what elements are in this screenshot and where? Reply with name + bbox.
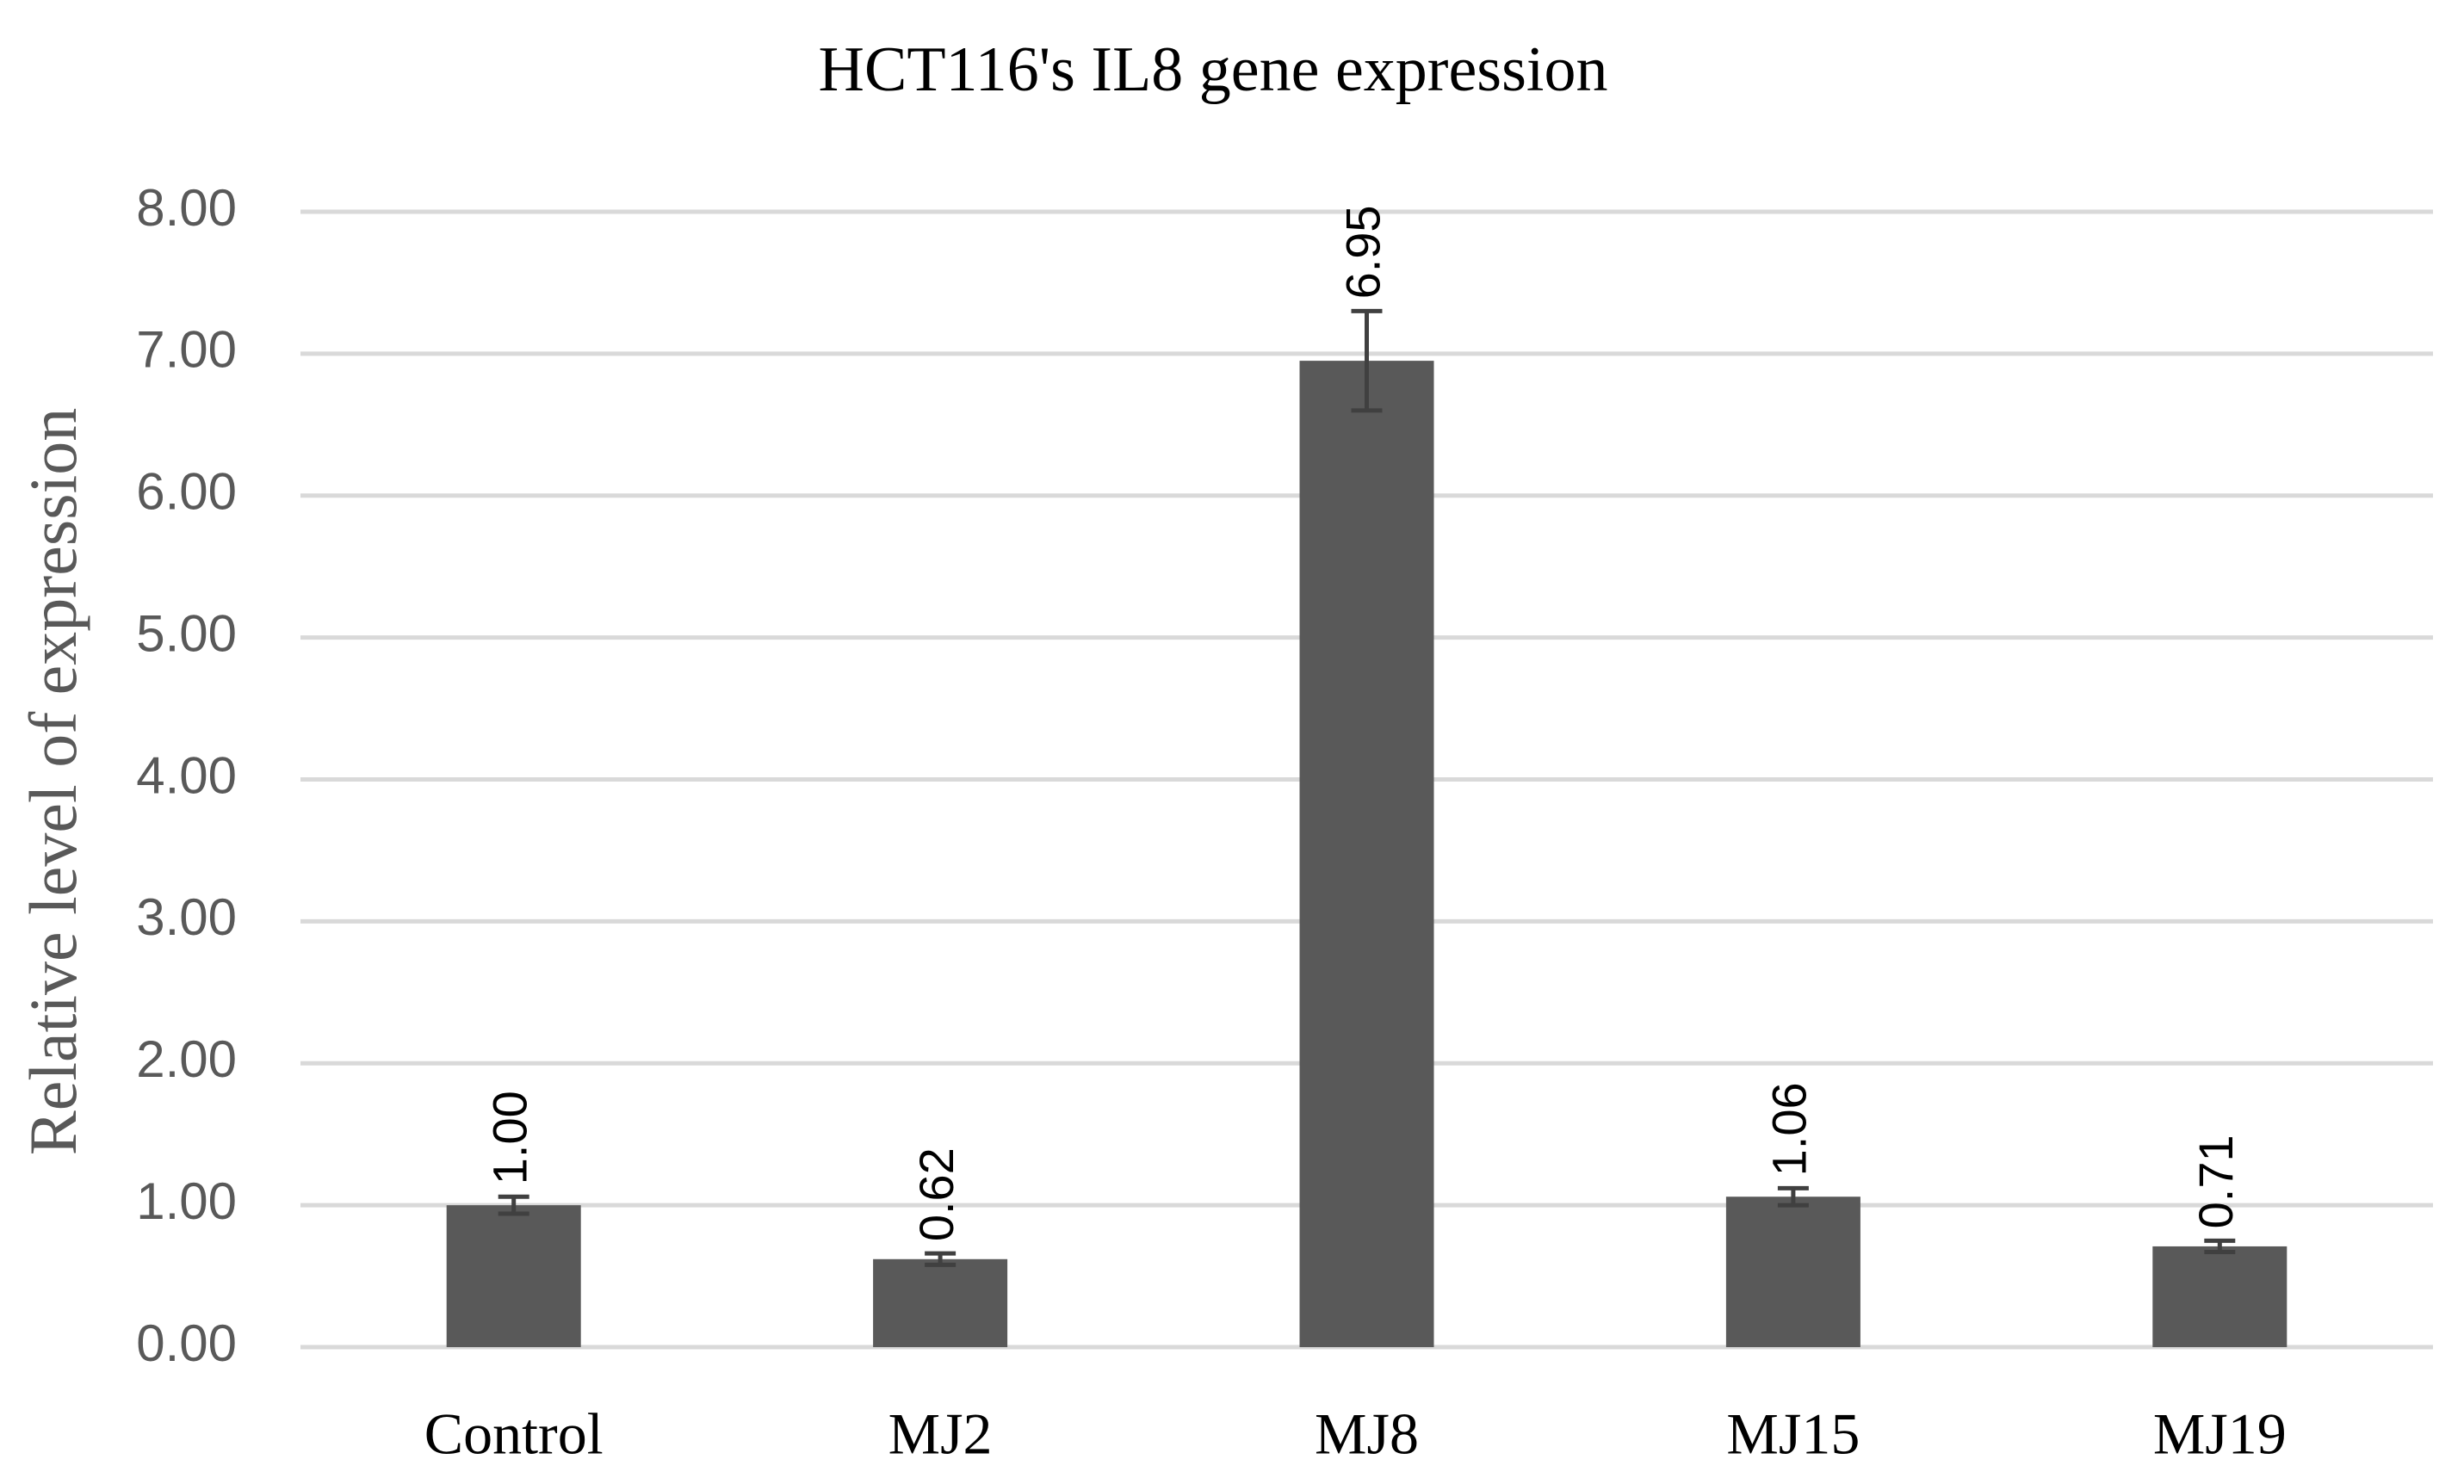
- chart-title: HCT116's IL8 gene expression: [819, 34, 1608, 105]
- y-tick-label: 4.00: [136, 746, 237, 804]
- y-tick-label: 2.00: [136, 1030, 237, 1088]
- value-label: 1.00: [482, 1091, 536, 1184]
- bar: [446, 1205, 581, 1347]
- x-tick-label: MJ2: [888, 1401, 993, 1467]
- value-label: 6.95: [1335, 205, 1390, 299]
- y-tick-label: 8.00: [136, 179, 237, 237]
- bar: [873, 1258, 1008, 1347]
- error-bar: [1351, 308, 1383, 413]
- bar: [1725, 1196, 1860, 1347]
- value-label: 1.06: [1762, 1082, 1817, 1176]
- x-tick-label: MJ8: [1315, 1401, 1419, 1467]
- x-tick-label: MJ15: [1726, 1401, 1860, 1467]
- x-tick-label: Control: [424, 1401, 604, 1467]
- y-tick-label: 7.00: [136, 321, 237, 379]
- y-tick-label: 5.00: [136, 604, 237, 662]
- bar: [1299, 361, 1434, 1347]
- bar: [2152, 1246, 2288, 1347]
- y-tick-label: 3.00: [136, 888, 237, 946]
- value-label: 0.71: [2189, 1135, 2243, 1228]
- x-tick-label: MJ19: [2153, 1401, 2287, 1467]
- y-tick-label: 6.00: [136, 463, 237, 521]
- error-bar: [925, 1251, 957, 1267]
- y-tick-label: 0.00: [136, 1314, 237, 1372]
- value-label: 0.62: [909, 1147, 963, 1241]
- error-bar: [2204, 1238, 2236, 1255]
- y-tick-label: 1.00: [136, 1172, 237, 1230]
- error-bar: [498, 1194, 529, 1216]
- y-axis-label: Relative level of expression: [15, 408, 90, 1156]
- error-bar: [1777, 1185, 1809, 1208]
